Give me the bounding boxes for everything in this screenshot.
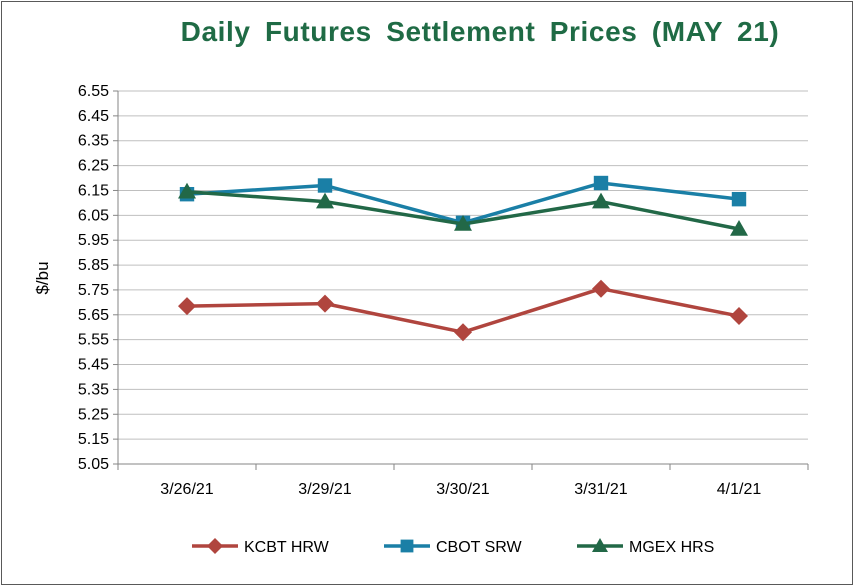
series-kcbt-hrw	[178, 279, 748, 342]
y-tick-label: 5.05	[78, 456, 109, 473]
y-tick-label: 5.95	[78, 232, 109, 249]
x-tick-label: 3/31/21	[574, 481, 627, 498]
legend-item: KCBT HRW	[192, 538, 330, 556]
legend-square-icon	[400, 539, 414, 553]
x-tick-label: 3/30/21	[436, 481, 489, 498]
series-mgex-hrs	[178, 182, 748, 236]
legend-item: MGEX HRS	[577, 538, 714, 556]
legend-label: CBOT SRW	[436, 539, 523, 556]
y-tick-label: 6.35	[78, 133, 109, 150]
data-point-triangle	[592, 192, 610, 209]
y-tick-label: 6.15	[78, 182, 109, 199]
data-point-diamond	[178, 297, 196, 316]
y-tick-label: 5.85	[78, 257, 109, 274]
data-point-diamond	[730, 307, 748, 326]
x-tick-label: 3/29/21	[298, 481, 351, 498]
chart-title: Daily Futures Settlement Prices (MAY 21)	[180, 16, 780, 47]
legend-label: KCBT HRW	[244, 539, 330, 556]
y-tick-label: 6.45	[78, 108, 109, 125]
y-axis-label: $/bu	[33, 261, 52, 294]
data-point-diamond	[454, 323, 472, 342]
y-tick-label: 5.25	[78, 406, 109, 423]
y-tick-label: 5.15	[78, 431, 109, 448]
legend-triangle-icon	[592, 538, 608, 552]
data-point-triangle	[178, 182, 196, 199]
data-point-square	[593, 175, 609, 191]
x-tick-label: 3/26/21	[160, 481, 213, 498]
data-point-triangle	[730, 220, 748, 236]
y-tick-label: 5.75	[78, 282, 109, 299]
data-point-square	[317, 178, 333, 193]
legend-diamond-icon	[207, 538, 223, 554]
data-point-diamond	[316, 294, 334, 313]
y-tick-label: 5.55	[78, 332, 109, 349]
data-point-square	[731, 191, 747, 207]
y-tick-label: 6.05	[78, 207, 109, 224]
data-point-diamond	[592, 279, 610, 298]
y-tick-label: 5.35	[78, 381, 109, 398]
data-point-triangle	[316, 192, 334, 209]
y-tick-label: 5.45	[78, 357, 109, 374]
data-point-triangle	[454, 215, 472, 231]
y-tick-label: 5.65	[78, 307, 109, 324]
y-tick-label: 6.55	[78, 83, 109, 100]
y-tick-label: 6.25	[78, 158, 109, 175]
x-tick-label: 4/1/21	[717, 481, 762, 498]
legend-item: CBOT SRW	[384, 539, 523, 556]
legend: KCBT HRW CBOT SRW MGEX HRS	[192, 538, 714, 556]
legend-label: MGEX HRS	[629, 539, 714, 556]
